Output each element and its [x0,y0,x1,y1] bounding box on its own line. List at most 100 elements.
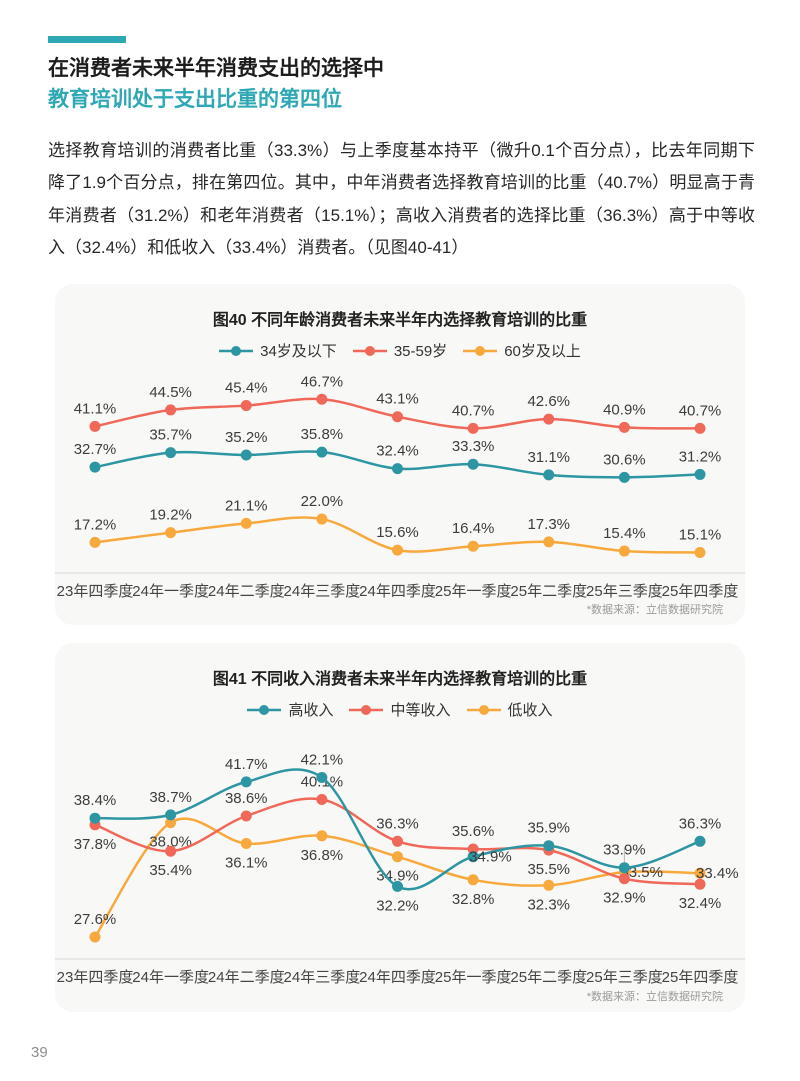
x-axis-label: 23年四季度 [57,969,134,986]
data-point [392,463,403,475]
data-label: 40.7% [679,402,722,419]
data-label: 21.1% [225,497,268,514]
data-label: 15.6% [376,524,419,541]
chart-40-line-chart: 23年四季度24年一季度24年二季度24年三季度24年四季度25年一季度25年二… [55,373,745,600]
legend-marker-icon [349,704,384,715]
data-label: 16.4% [452,520,495,537]
x-axis-label: 24年三季度 [284,969,361,986]
data-point [618,862,630,874]
x-axis-label: 25年四季度 [662,583,739,600]
data-point [543,413,555,425]
data-point [543,879,555,891]
data-point [165,809,177,821]
data-label: 27.6% [74,911,117,928]
x-axis-label: 25年三季度 [586,969,663,986]
chart-41-legend: 高收入 中等收入 低收入 [55,699,745,720]
x-axis-label: 24年四季度 [359,583,436,600]
legend-label: 中等收入 [390,702,451,719]
data-label: 32.7% [74,441,117,458]
data-label: 32.4% [376,443,419,460]
x-axis-label: 24年一季度 [132,583,209,600]
data-point [543,536,555,548]
data-point [467,851,479,863]
page-number: 39 [31,1044,48,1061]
data-label: 35.9% [527,820,570,837]
data-point [467,843,479,855]
x-axis-label: 25年二季度 [510,583,587,600]
data-label: 15.1% [679,527,722,544]
chart-41-title: 图41 不同收入消费者未来半年内选择教育培训的比重 [212,671,588,688]
x-axis-label: 24年一季度 [132,969,209,986]
data-label: 35.6% [452,823,495,840]
legend-marker-icon [219,345,254,356]
data-point [618,873,630,885]
chart-card-age: 图40 不同年龄消费者未来半年内选择教育培训的比重 34岁及以下 35-59岁 60… [55,284,745,625]
data-label: 30.6% [603,451,646,468]
legend-marker-icon [247,704,282,715]
legend-item-2: 低收入 [466,699,553,720]
data-point [392,544,403,556]
chart-41-line-chart: 23年四季度24年一季度24年二季度24年三季度24年四季度25年一季度25年二… [55,752,745,986]
x-axis-label: 24年二季度 [208,583,285,600]
legend-item-0: 高收入 [247,699,333,720]
data-label: 41.7% [225,756,268,773]
data-point [240,449,252,461]
x-axis-label: 24年四季度 [359,969,436,986]
page-title: 在消费者未来半年消费支出的选择中 [48,57,384,80]
accent-bar [48,36,126,43]
data-label: 19.2% [149,507,192,524]
x-axis-label: 24年三季度 [284,583,361,600]
data-point [392,411,403,423]
data-label: 17.2% [74,516,117,533]
data-point [165,527,177,539]
data-point [618,471,630,483]
data-point [467,422,479,434]
data-label: 36.3% [679,815,722,832]
data-point [618,421,630,433]
data-point [165,447,177,459]
data-label: 33.3% [452,438,495,455]
data-label: 17.3% [527,516,570,533]
data-point [89,536,101,548]
page-subtitle: 教育培训处于支出比重的第四位 [48,88,342,112]
data-point [392,880,403,892]
data-label: 38.7% [149,789,192,806]
data-label: 32.2% [376,897,419,914]
data-point [89,420,101,432]
data-point [316,513,328,525]
data-point [165,404,177,416]
data-point [240,400,252,412]
legend-label: 60岁及以上 [504,343,581,360]
legend-item-1: 中等收入 [349,699,451,720]
data-label: 32.9% [603,890,646,907]
data-label: 36.3% [376,815,419,832]
legend-item-2: 60岁及以上 [463,340,581,361]
body-paragraph: 选择教育培训的消费者比重（33.3%）与上季度基本持平（微升0.1个百分点），比… [48,140,755,258]
data-label: 35.4% [149,862,192,879]
legend-item-1: 35-59岁 [352,340,447,361]
data-label: 43.1% [376,391,419,408]
data-point [240,776,252,788]
data-label: 38.6% [225,790,268,807]
data-point [467,874,479,886]
data-point [240,517,252,529]
chart-40-title: 图40 不同年龄消费者未来半年内选择教育培训的比重 [212,312,588,329]
data-label: 36.8% [301,847,344,864]
data-label: 41.1% [74,400,117,417]
data-label: 42.1% [301,752,344,769]
data-label: 35.2% [225,429,268,446]
data-label: 38.0% [149,834,192,851]
data-point [165,845,177,857]
data-label: 33.4% [696,865,739,882]
data-label: 32.8% [452,891,495,908]
legend-marker-icon [463,345,498,356]
data-label: 37.8% [74,836,117,853]
data-point [240,838,252,849]
data-label: 40.7% [452,402,495,419]
data-point [392,835,403,847]
legend-label: 低收入 [507,702,553,719]
data-point [694,547,706,559]
data-point [316,794,328,805]
data-point [543,840,555,852]
